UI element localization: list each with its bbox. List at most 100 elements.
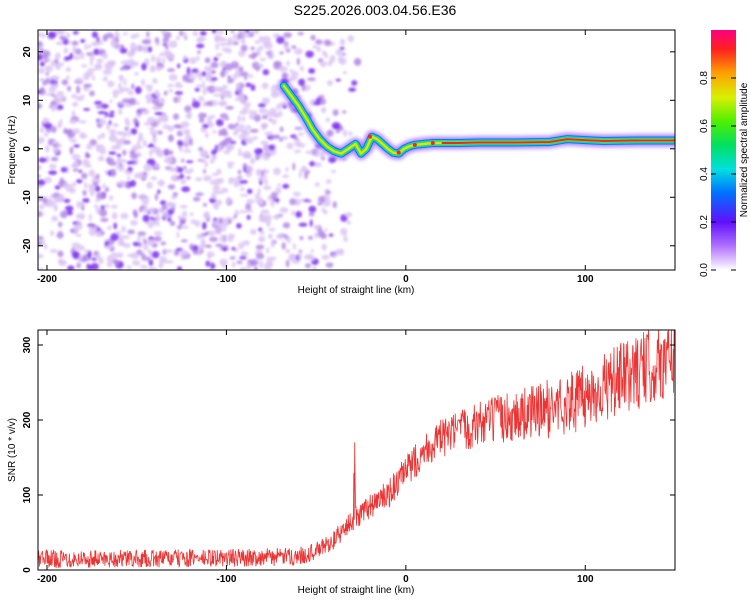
ridge-peak bbox=[367, 134, 372, 139]
noise-blob bbox=[38, 204, 45, 210]
noise-blob bbox=[315, 150, 319, 158]
noise-blob bbox=[121, 131, 130, 135]
noise-blob bbox=[289, 69, 294, 73]
noise-blob bbox=[117, 241, 125, 247]
y-tick-label: 300 bbox=[22, 336, 33, 353]
noise-blob bbox=[305, 50, 314, 58]
noise-blob bbox=[175, 247, 183, 252]
noise-blob bbox=[148, 266, 158, 270]
noise-blob bbox=[254, 40, 261, 44]
noise-blob bbox=[278, 66, 288, 72]
noise-blob bbox=[259, 152, 268, 159]
noise-blob bbox=[270, 240, 275, 248]
noise-blob bbox=[237, 114, 241, 123]
noise-blob bbox=[282, 183, 290, 189]
noise-blob bbox=[250, 30, 259, 34]
noise-blob bbox=[203, 175, 209, 182]
noise-blob bbox=[80, 38, 86, 43]
noise-blob bbox=[221, 84, 228, 90]
x-tick-label: 100 bbox=[577, 274, 594, 285]
noise-blob bbox=[69, 138, 77, 143]
noise-blob bbox=[68, 40, 72, 45]
noise-blob bbox=[205, 100, 214, 107]
noise-blob bbox=[255, 244, 265, 250]
noise-blob bbox=[39, 267, 44, 270]
noise-blob bbox=[162, 124, 170, 130]
noise-blob bbox=[130, 46, 137, 54]
noise-blob bbox=[232, 131, 239, 136]
noise-blob bbox=[80, 254, 84, 262]
noise-blob bbox=[233, 214, 237, 219]
noise-blob bbox=[58, 258, 64, 266]
noise-blob bbox=[106, 123, 111, 131]
noise-blob bbox=[330, 169, 337, 174]
noise-blob bbox=[142, 46, 150, 53]
noise-blob bbox=[201, 80, 205, 89]
noise-blob bbox=[172, 192, 178, 197]
noise-blob bbox=[227, 123, 237, 130]
noise-blob bbox=[110, 233, 119, 242]
spectrogram-x-label: Height of straight line (km) bbox=[298, 285, 415, 296]
noise-blob bbox=[83, 182, 88, 189]
noise-blob bbox=[198, 36, 204, 42]
noise-blob bbox=[55, 41, 64, 45]
noise-blob bbox=[285, 167, 289, 173]
noise-blob bbox=[148, 126, 155, 131]
noise-blob bbox=[185, 114, 193, 119]
noise-blob bbox=[317, 95, 325, 99]
noise-blob bbox=[118, 108, 123, 116]
noise-blob bbox=[328, 233, 334, 237]
spectrogram-y-label: Frequency (Hz) bbox=[7, 116, 18, 185]
noise-blob bbox=[38, 45, 43, 50]
noise-blob bbox=[185, 176, 191, 180]
noise-blob bbox=[351, 80, 358, 86]
noise-blob bbox=[95, 105, 103, 109]
noise-blob bbox=[221, 227, 227, 232]
noise-blob bbox=[240, 44, 248, 52]
noise-blob bbox=[326, 129, 334, 137]
noise-blob bbox=[160, 241, 167, 246]
noise-blob bbox=[147, 46, 153, 53]
noise-blob bbox=[211, 172, 219, 177]
noise-blob bbox=[317, 202, 323, 206]
snr-y-ticks: 0 100 200 300 bbox=[22, 336, 675, 573]
noise-blob bbox=[209, 236, 218, 242]
noise-blob bbox=[143, 204, 148, 211]
noise-blob bbox=[213, 204, 220, 210]
noise-blob bbox=[270, 84, 279, 93]
noise-blob bbox=[48, 163, 57, 170]
noise-blob bbox=[261, 122, 267, 131]
noise-blob bbox=[178, 145, 182, 149]
noise-blob bbox=[282, 222, 291, 229]
noise-blob bbox=[238, 147, 242, 154]
noise-blob bbox=[75, 233, 82, 237]
noise-blob bbox=[167, 209, 175, 214]
noise-blob bbox=[38, 157, 47, 163]
noise-blob bbox=[168, 201, 176, 208]
noise-blob bbox=[63, 182, 70, 188]
noise-blob bbox=[147, 220, 154, 229]
noise-blob bbox=[51, 105, 56, 112]
noise-blob bbox=[54, 58, 59, 64]
noise-blob bbox=[107, 80, 115, 88]
noise-blob bbox=[73, 144, 80, 148]
noise-blob bbox=[270, 199, 275, 207]
noise-blob bbox=[69, 118, 77, 124]
noise-blob bbox=[177, 224, 182, 230]
noise-blob bbox=[222, 117, 227, 121]
noise-blob bbox=[123, 78, 127, 86]
noise-blob bbox=[139, 193, 147, 202]
noise-blob bbox=[111, 212, 118, 220]
noise-blob bbox=[317, 196, 326, 204]
noise-blob bbox=[213, 86, 222, 91]
noise-blob bbox=[164, 260, 174, 264]
noise-blob bbox=[146, 86, 153, 92]
noise-blob bbox=[211, 30, 217, 34]
noise-blob bbox=[287, 236, 291, 244]
noise-blob bbox=[88, 213, 92, 222]
noise-blob bbox=[273, 167, 281, 176]
noise-blob bbox=[246, 214, 251, 221]
noise-blob bbox=[239, 180, 248, 184]
noise-blob bbox=[109, 110, 115, 114]
noise-blob bbox=[88, 186, 97, 193]
